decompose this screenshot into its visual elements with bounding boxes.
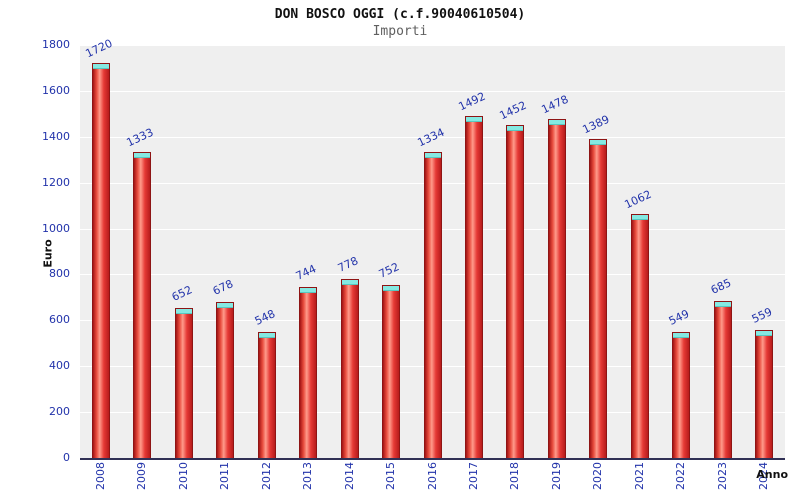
bar	[174, 308, 193, 458]
gridline	[80, 90, 785, 92]
gridline	[80, 136, 785, 138]
x-tick-label: 2017	[466, 462, 480, 490]
bar-cap	[258, 333, 275, 338]
bar	[257, 332, 276, 458]
y-tick-label: 1600	[42, 83, 70, 97]
y-tick-label: 1000	[42, 221, 70, 235]
bar	[755, 330, 774, 458]
bar-value-label: 1333	[124, 125, 156, 150]
plot-area: 1720 1333 652 678 548 744 778 752 1334 1492 1452 14…	[80, 37, 785, 460]
y-tick-label: 0	[63, 451, 70, 464]
bar-cap	[673, 333, 690, 338]
x-tick-label: 2008	[93, 462, 107, 490]
bar	[547, 119, 566, 458]
x-axis-title: Anno	[756, 468, 788, 481]
x-tick-label: 2009	[135, 462, 149, 490]
bar-value-label: 1478	[539, 92, 571, 117]
x-tick-label: 2010	[176, 462, 190, 490]
bar-cap	[756, 331, 773, 336]
x-tick-label: 2014	[342, 462, 356, 490]
bar-cap	[590, 140, 607, 145]
bar-value-label: 549	[667, 307, 692, 328]
y-tick-label: 1400	[42, 129, 70, 143]
bar	[340, 279, 359, 458]
chart-subtitle: Importi	[372, 24, 428, 39]
bar-cap	[507, 126, 524, 131]
x-tick-label: 2020	[591, 462, 605, 490]
x-tick-label: 2023	[715, 462, 729, 490]
bar-value-label: 1334	[415, 125, 446, 150]
bar-cap	[217, 303, 234, 308]
bar	[589, 139, 608, 458]
y-tick-label: 1800	[42, 38, 70, 51]
x-tick-label: 2012	[259, 462, 273, 490]
y-tick-label: 400	[49, 359, 70, 373]
gridline	[80, 45, 785, 46]
bar-value-label: 1452	[498, 98, 529, 123]
bar-value-label: 548	[252, 307, 277, 328]
bar	[91, 63, 110, 458]
x-tick-label: 2022	[674, 462, 688, 490]
bar-cap	[465, 117, 482, 122]
bar	[506, 125, 525, 458]
bar	[133, 152, 152, 458]
bar-cap	[134, 153, 151, 158]
bar-cap	[548, 120, 565, 125]
bar-cap	[631, 215, 648, 220]
x-tick-label: 2011	[218, 462, 232, 490]
bar-value-label: 559	[749, 305, 775, 326]
bar	[216, 302, 235, 458]
bar	[630, 214, 649, 458]
x-tick-label: 2019	[549, 462, 563, 490]
x-tick-label: 2013	[301, 462, 315, 490]
bar-value-label: 652	[169, 283, 194, 304]
y-tick-label: 600	[49, 313, 70, 327]
bar-value-label: 678	[210, 277, 236, 298]
bar	[713, 301, 732, 458]
bar-value-label: 752	[376, 260, 402, 281]
bar-cap	[175, 309, 192, 314]
bar-value-label: 1062	[622, 187, 654, 212]
bar	[299, 287, 318, 458]
x-tick-label: 2018	[508, 462, 522, 490]
bar-cap	[341, 280, 358, 285]
x-tick-label: 2021	[632, 462, 646, 490]
y-axis-title: Euro	[41, 239, 55, 268]
y-tick-label: 800	[49, 267, 70, 281]
chart-title: DON BOSCO OGGI (c.f.90040610504)	[274, 7, 526, 22]
y-tick-label: 1200	[42, 175, 70, 189]
bar	[464, 116, 483, 458]
x-tick-label: 2016	[425, 462, 439, 490]
bar-cap	[383, 286, 400, 291]
bar-cap	[424, 153, 441, 158]
bar	[423, 152, 442, 458]
bar-cap	[714, 302, 731, 307]
bar-cap	[300, 288, 317, 293]
bar-value-label: 1389	[580, 112, 612, 137]
bar-value-label: 744	[293, 262, 319, 283]
y-tick-label: 200	[49, 405, 70, 419]
x-tick-label: 2015	[384, 462, 398, 490]
bar	[382, 285, 401, 458]
bar-cap	[92, 64, 109, 69]
bar	[672, 332, 691, 458]
bar-value-label: 685	[708, 276, 734, 297]
